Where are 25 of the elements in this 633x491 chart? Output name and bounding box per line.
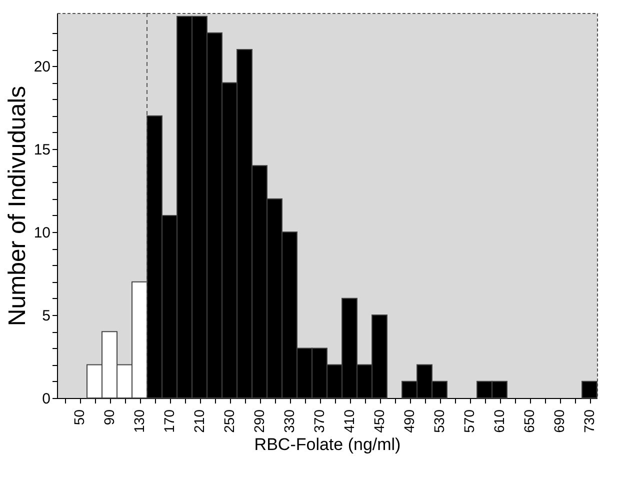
x-tick-label: 490: [401, 409, 417, 433]
y-tick-label: 20: [34, 58, 50, 76]
y-tick-label: 10: [34, 224, 50, 242]
x-tick-label: 90: [101, 409, 117, 426]
x-tick-label: 410: [341, 409, 357, 433]
x-tick-label: 570: [461, 409, 477, 433]
x-tick-label: 170: [161, 409, 177, 433]
x-tick-label: 730: [581, 409, 597, 433]
x-tick-label: 450: [371, 409, 387, 433]
x-tick-label: 290: [251, 409, 267, 433]
x-tick-label: 50: [71, 409, 87, 426]
x-tick-label: 210: [191, 409, 207, 433]
y-tick-label: 0: [42, 390, 50, 408]
x-tick-label: 250: [221, 409, 237, 433]
y-tick-label: 15: [34, 142, 50, 159]
x-tick-label: 130: [131, 409, 147, 433]
x-tick-label: 610: [491, 409, 507, 433]
x-tick-label: 370: [311, 409, 327, 433]
x-axis-title: RBC-Folate (ng/ml): [254, 434, 401, 454]
x-tick-label: 530: [431, 409, 447, 433]
x-tick-label: 330: [281, 409, 297, 433]
x-tick-label: 650: [521, 409, 537, 433]
x-tick-label: 690: [551, 409, 567, 433]
y-axis-title: Number of Indivuduals: [4, 86, 31, 326]
y-tick-label: 5: [42, 308, 50, 325]
